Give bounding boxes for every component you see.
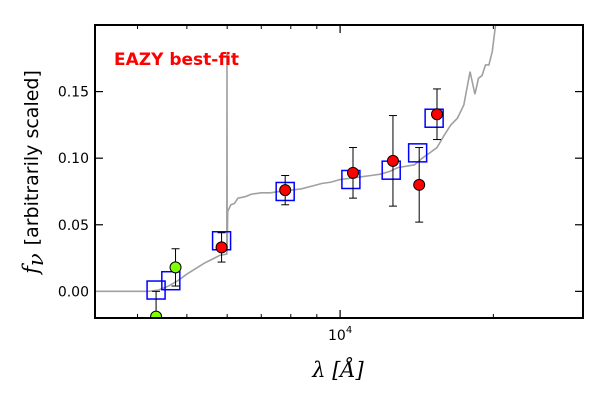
y-label-symbol: f (19, 263, 43, 276)
x-tick-base: 10 (328, 328, 346, 344)
y-tick-label: 0.10 (58, 151, 89, 167)
y-tick-label: 0.15 (58, 85, 89, 101)
y-label-subscript: ν (24, 253, 48, 266)
y-tick-labels: 0.00 0.05 0.10 0.15 (58, 85, 89, 301)
error-bars (152, 88, 442, 318)
model-flux-box (161, 270, 181, 291)
y-tick-label: 0.05 (58, 218, 89, 234)
data-point (346, 166, 359, 179)
x-tick-label: 104 (328, 325, 352, 344)
x-axis-label: λ [Å] (311, 357, 364, 382)
data-point (150, 310, 163, 318)
plot-frame (94, 24, 584, 319)
data-point (431, 108, 444, 121)
x-tick-labels: 104 (328, 325, 352, 344)
x-tick-exponent: 4 (346, 325, 352, 336)
data-point (413, 178, 426, 191)
y-axis-label: fν [arbitrarily scaled] (19, 70, 48, 276)
svg-text:fν[arbitrarily scaled]: fν [arbitrarily scaled] (19, 70, 48, 276)
data-point (169, 261, 182, 274)
model-flux-box (407, 143, 428, 163)
data-point (279, 184, 292, 197)
plot-area (95, 25, 499, 318)
data-point (215, 241, 228, 254)
y-label-text: [arbitrarily scaled] (21, 70, 43, 245)
observed-points (150, 108, 444, 318)
data-point (386, 154, 399, 167)
y-tick-label: 0.00 (58, 284, 89, 300)
template-spectrum-line (95, 25, 499, 293)
annotation-text: EAZY best-fit (114, 50, 239, 70)
